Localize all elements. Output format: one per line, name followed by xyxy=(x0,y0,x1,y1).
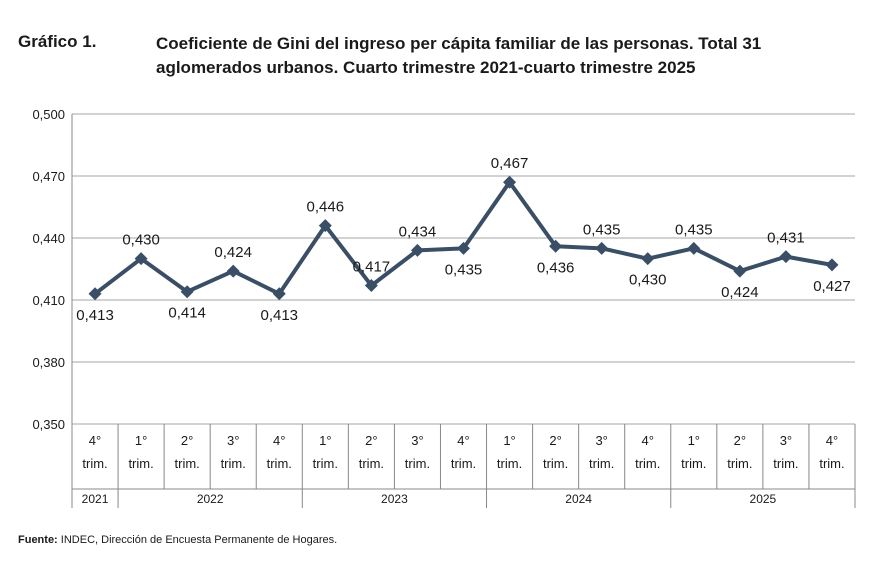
x-tick-trim: trim. xyxy=(819,456,844,471)
x-tick-trim: trim. xyxy=(451,456,476,471)
x-tick-quarter: 1° xyxy=(135,433,147,448)
data-point xyxy=(364,279,378,293)
y-tick-label: 0,470 xyxy=(32,169,65,184)
data-point xyxy=(595,241,609,255)
y-tick-label: 0,380 xyxy=(32,355,65,370)
data-point xyxy=(410,243,424,257)
data-point xyxy=(272,287,286,301)
data-point xyxy=(226,264,240,278)
x-tick-quarter: 2° xyxy=(734,433,746,448)
x-tick-trim: trim. xyxy=(313,456,338,471)
x-tick-quarter: 1° xyxy=(319,433,331,448)
data-label: 0,427 xyxy=(813,278,851,295)
x-tick-quarter: 2° xyxy=(365,433,377,448)
x-tick-quarter: 4° xyxy=(826,433,838,448)
x-tick-quarter: 1° xyxy=(688,433,700,448)
x-tick-trim: trim. xyxy=(82,456,107,471)
year-label: 2022 xyxy=(197,492,224,506)
data-point xyxy=(825,258,839,272)
x-tick-quarter: 3° xyxy=(411,433,423,448)
data-label: 0,434 xyxy=(399,223,437,240)
source-text: INDEC, Dirección de Encuesta Permanente … xyxy=(60,534,338,546)
data-point xyxy=(733,264,747,278)
x-tick-trim: trim. xyxy=(681,456,706,471)
data-point xyxy=(687,241,701,255)
x-tick-quarter: 2° xyxy=(549,433,561,448)
chart-title: Coeficiente de Gini del ingreso per cápi… xyxy=(156,32,856,80)
data-point xyxy=(503,175,517,189)
data-point xyxy=(318,219,332,233)
x-tick-quarter: 1° xyxy=(503,433,515,448)
data-label: 0,430 xyxy=(629,272,667,289)
x-tick-trim: trim. xyxy=(359,456,384,471)
data-label: 0,430 xyxy=(122,232,160,249)
data-label: 0,435 xyxy=(583,221,621,238)
data-label: 0,417 xyxy=(353,259,391,276)
data-label: 0,413 xyxy=(76,307,114,324)
data-label: 0,424 xyxy=(214,244,252,261)
year-label: 2023 xyxy=(381,492,408,506)
x-tick-trim: trim. xyxy=(128,456,153,471)
gini-line-chart: 0,350 0,380 0,410 0,440 0,470 0,500 4° trim. 1° t… xyxy=(32,107,856,508)
chart-title-line1: Coeficiente de Gini del ingreso per cápi… xyxy=(156,34,762,53)
data-label: 0,435 xyxy=(445,261,483,278)
data-label: 0,446 xyxy=(307,199,345,216)
year-label: 2025 xyxy=(750,492,777,506)
x-tick-quarter: 2° xyxy=(181,433,193,448)
data-point xyxy=(134,252,148,266)
x-tick-trim: trim. xyxy=(175,456,200,471)
source-note: Fuente: INDEC, Dirección de Encuesta Per… xyxy=(18,534,337,546)
x-tick-quarter: 3° xyxy=(595,433,607,448)
data-point xyxy=(779,250,793,264)
data-label: 0,436 xyxy=(537,259,575,276)
x-tick-quarter: 4° xyxy=(642,433,654,448)
y-tick-label: 0,440 xyxy=(32,231,65,246)
x-tick-quarter: 4° xyxy=(273,433,285,448)
data-point xyxy=(180,285,194,299)
data-label: 0,467 xyxy=(491,155,529,172)
x-tick-trim: trim. xyxy=(635,456,660,471)
data-label: 0,435 xyxy=(675,221,713,238)
x-tick-trim: trim. xyxy=(589,456,614,471)
x-tick-quarter: 3° xyxy=(780,433,792,448)
x-tick-trim: trim. xyxy=(405,456,430,471)
data-label: 0,431 xyxy=(767,230,805,247)
x-tick-trim: trim. xyxy=(497,456,522,471)
x-tick-trim: trim. xyxy=(221,456,246,471)
figure-label: Gráfico 1. xyxy=(18,32,97,51)
data-point xyxy=(88,287,102,301)
source-prefix: Fuente: xyxy=(18,534,58,546)
data-point xyxy=(641,252,655,266)
data-point xyxy=(457,241,470,255)
data-point xyxy=(549,239,563,253)
year-label: 2024 xyxy=(565,492,592,506)
x-tick-quarter: 4° xyxy=(457,433,469,448)
data-label: 0,413 xyxy=(260,307,298,324)
x-tick-quarter: 3° xyxy=(227,433,239,448)
x-tick-quarter: 4° xyxy=(89,433,101,448)
x-tick-trim: trim. xyxy=(543,456,568,471)
x-tick-trim: trim. xyxy=(773,456,798,471)
data-label: 0,424 xyxy=(721,284,759,301)
data-label: 0,414 xyxy=(168,305,206,322)
y-tick-label: 0,410 xyxy=(32,293,65,308)
year-label: 2021 xyxy=(82,492,109,506)
x-tick-trim: trim. xyxy=(727,456,752,471)
y-tick-label: 0,350 xyxy=(32,417,65,432)
chart-title-line2: aglomerados urbanos. Cuarto trimestre 20… xyxy=(156,58,696,77)
y-tick-label: 0,500 xyxy=(32,107,65,122)
x-tick-trim: trim. xyxy=(267,456,292,471)
